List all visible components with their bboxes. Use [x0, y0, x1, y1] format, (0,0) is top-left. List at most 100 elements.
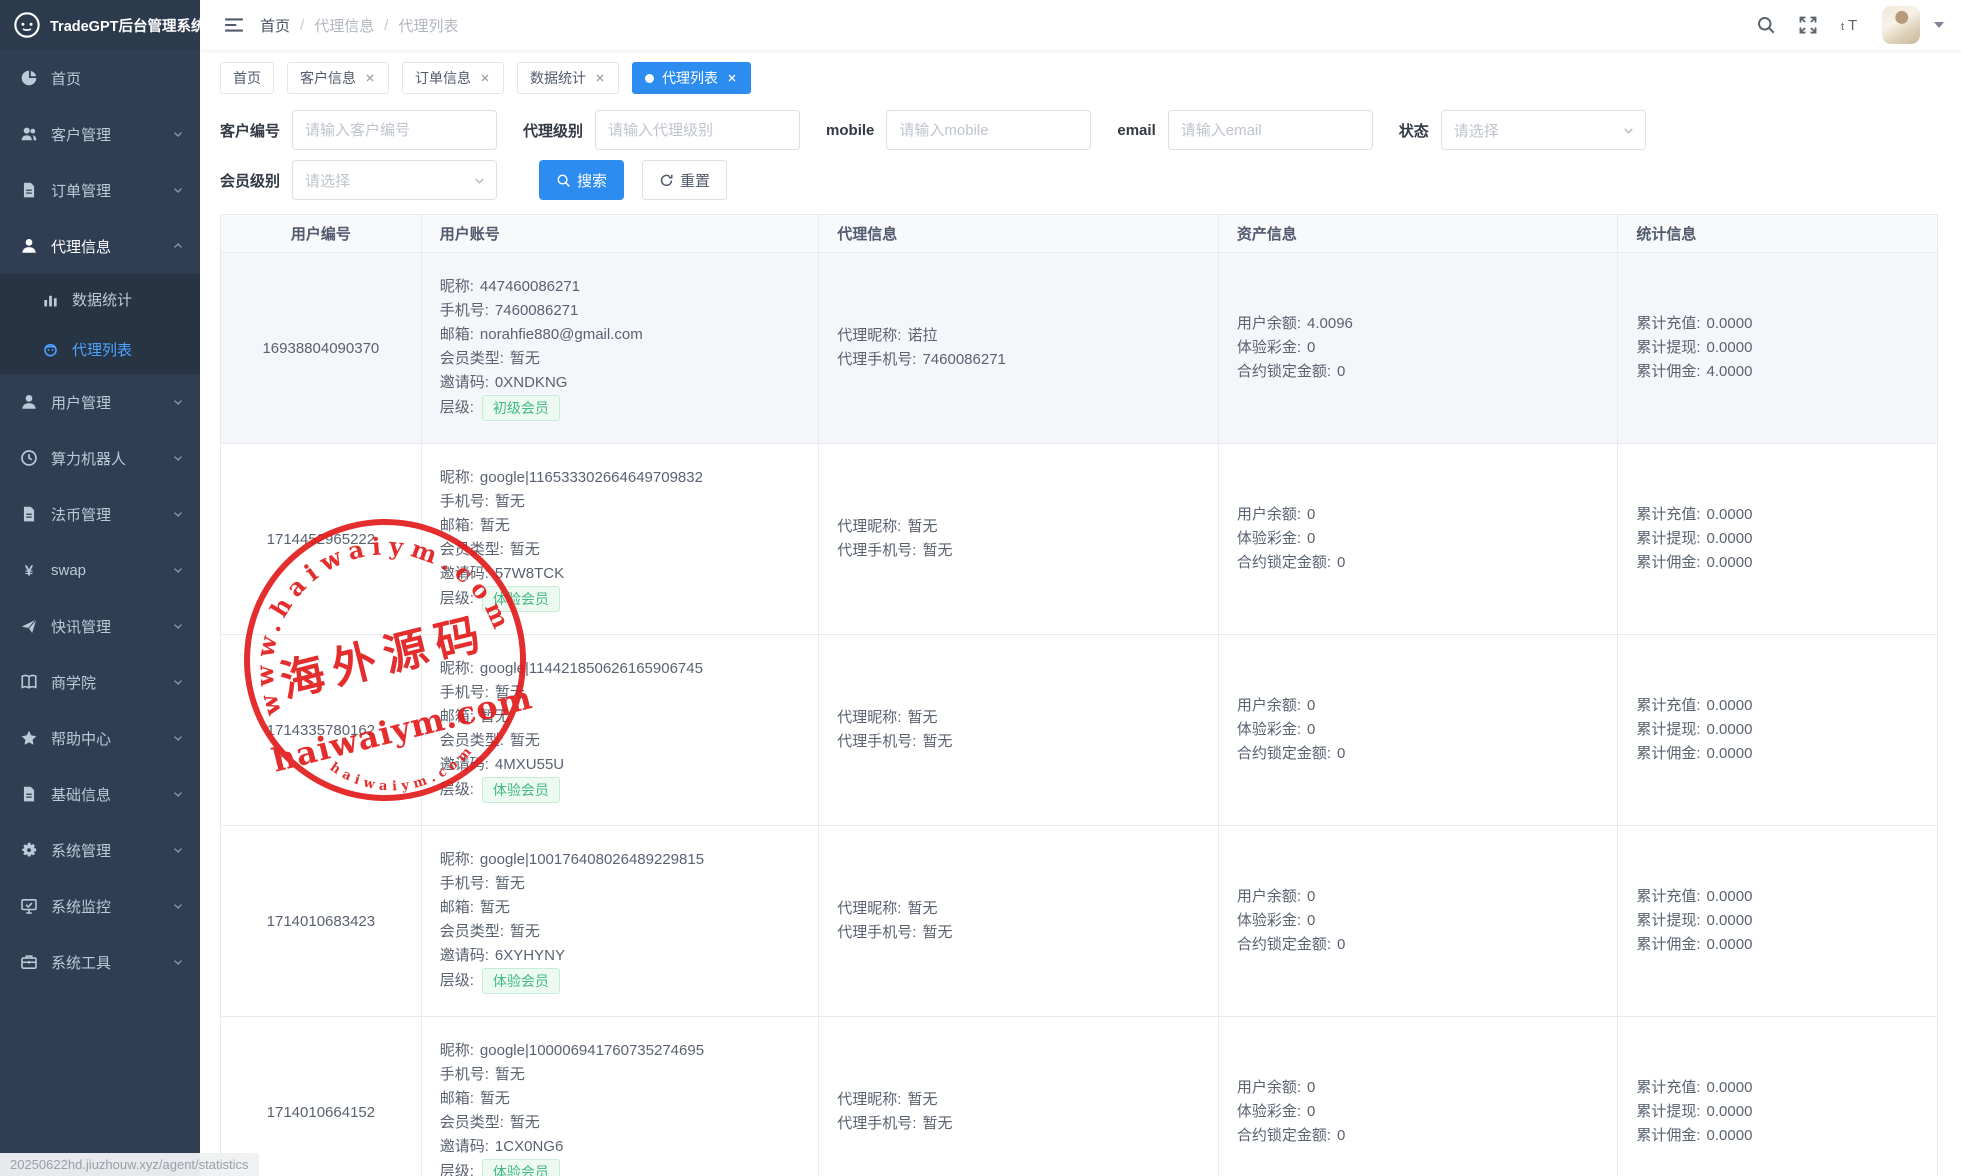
close-icon — [479, 72, 491, 84]
field-line: 累计提现: 0.0000 — [1636, 718, 1919, 742]
field-value: 暂无 — [907, 518, 938, 535]
sidebar-item-hashrate-robot[interactable]: 算力机器人 — [0, 430, 200, 486]
sidebar-item-data-statistics[interactable]: 数据统计 — [0, 274, 200, 324]
sidebar-item-user-mgmt[interactable]: 用户管理 — [0, 374, 200, 430]
field-label: 昵称: — [439, 469, 474, 486]
field-label: 代理手机号: — [837, 1115, 917, 1132]
user-id-cell: 16938804090370 — [221, 253, 422, 443]
sidebar-item-help-center[interactable]: 帮助中心 — [0, 710, 200, 766]
breadcrumb-item[interactable]: 代理列表 — [398, 17, 459, 35]
column-header: 用户编号 — [221, 215, 422, 252]
document-icon — [20, 181, 38, 199]
field-label: 会员类型: — [439, 1114, 504, 1131]
field-value: 0.0000 — [1706, 1103, 1753, 1120]
sidebar-item-swap[interactable]: ¥ swap — [0, 542, 200, 598]
field-line: 代理昵称: 暂无 — [837, 515, 1200, 539]
sidebar-item-basic-info[interactable]: 基础信息 — [0, 766, 200, 822]
field-value: 0 — [1307, 888, 1316, 905]
status-select[interactable]: 请选择 — [1440, 110, 1646, 150]
field-label: 层级: — [439, 972, 474, 989]
sidebar-item-academy[interactable]: 商学院 — [0, 654, 200, 710]
table-header-row: 用户编号 用户账号 代理信息 资产信息 统计信息 — [221, 215, 1937, 253]
chevron-down-icon — [172, 900, 184, 912]
chevron-down-icon — [172, 564, 184, 576]
field-line: 邀请码: 1CX0NG6 — [440, 1135, 801, 1159]
field-line: 代理手机号: 暂无 — [837, 539, 1200, 563]
field-label: 代理昵称: — [837, 327, 902, 344]
tab-label: 客户信息 — [300, 70, 356, 86]
reset-button[interactable]: 重置 — [642, 160, 728, 200]
sidebar-item-agent-list[interactable]: 代理列表 — [0, 324, 200, 374]
tab-label: 数据统计 — [530, 70, 586, 86]
tab-customer-info[interactable]: 客户信息 — [287, 62, 389, 94]
tab-home[interactable]: 首页 — [220, 62, 274, 94]
field-line: 昵称: 447460086271 — [440, 275, 801, 299]
level-line: 层级: 体验会员 — [440, 1159, 801, 1176]
field-line: 手机号: 暂无 — [440, 490, 801, 514]
star-icon — [20, 729, 38, 747]
agent-table: 用户编号 用户账号 代理信息 资产信息 统计信息 16938804090370 昵称: 44… — [220, 214, 1938, 1176]
field-label: 累计提现: — [1636, 1103, 1701, 1120]
field-line: 会员类型: 暂无 — [440, 729, 801, 753]
field-line: 邀请码: 57W8TCK — [440, 562, 801, 586]
sidebar-item-news-mgmt[interactable]: 快讯管理 — [0, 598, 200, 654]
agent-level-input[interactable] — [595, 110, 801, 150]
sidebar-item-customer-mgmt[interactable]: 客户管理 — [0, 106, 200, 162]
sidebar-item-system-tools[interactable]: 系统工具 — [0, 934, 200, 990]
customer-no-input[interactable] — [292, 110, 498, 150]
user-id-cell: 1714010683423 — [221, 826, 422, 1016]
table-row: 16938804090370 昵称: 447460086271 手机号: 7460086… — [221, 253, 1937, 444]
fullscreen-icon[interactable] — [1798, 15, 1818, 35]
tab-agent-list[interactable]: 代理列表 — [632, 62, 751, 94]
member-level-select[interactable]: 请选择 — [292, 160, 498, 200]
field-value: 0.0000 — [1706, 721, 1753, 738]
sidebar-item-fiat-mgmt[interactable]: 法币管理 — [0, 486, 200, 542]
avatar[interactable] — [1882, 6, 1920, 44]
field-line: 累计佣金: 0.0000 — [1636, 742, 1919, 766]
search-button[interactable]: 搜索 — [539, 160, 625, 200]
sidebar-item-system-mgmt[interactable]: 系统管理 — [0, 822, 200, 878]
sidebar-item-order-mgmt[interactable]: 订单管理 — [0, 162, 200, 218]
field-label: 代理手机号: — [837, 924, 917, 941]
briefcase-icon — [20, 953, 38, 971]
field-line: 邮箱: 暂无 — [440, 705, 801, 729]
field-value: 0 — [1337, 745, 1346, 762]
sidebar-item-agent-info[interactable]: 代理信息 — [0, 218, 200, 274]
collapse-menu-icon[interactable] — [224, 16, 244, 34]
breadcrumb-item[interactable]: 代理信息 — [314, 17, 375, 35]
gear-icon — [20, 841, 38, 859]
sidebar-item-home[interactable]: 首页 — [0, 50, 200, 106]
sidebar-item-label: 快讯管理 — [51, 618, 112, 636]
chevron-down-icon — [172, 620, 184, 632]
field-label: 昵称: — [439, 851, 474, 868]
search-button-label: 搜索 — [577, 172, 608, 190]
table-row: 1714010683423 昵称: google|10017640802648922… — [221, 826, 1937, 1017]
field-value: 暂无 — [494, 493, 525, 510]
field-value: 暂无 — [479, 517, 510, 534]
tab-order-info[interactable]: 订单信息 — [402, 62, 504, 94]
breadcrumb-item[interactable]: 首页 — [260, 17, 291, 35]
field-value: 暂无 — [509, 350, 540, 367]
field-label: 会员类型: — [439, 541, 504, 558]
chevron-down-icon — [172, 788, 184, 800]
sidebar-item-label: 商学院 — [51, 674, 97, 692]
field-line: 代理昵称: 暂无 — [837, 706, 1200, 730]
chevron-down-icon — [172, 508, 184, 520]
sidebar-item-label: 代理列表 — [72, 341, 133, 359]
field-value: 0 — [1307, 1103, 1316, 1120]
yen-icon: ¥ — [20, 561, 38, 579]
field-line: 累计佣金: 0.0000 — [1636, 551, 1919, 575]
sidebar-item-system-monitor[interactable]: 系统监控 — [0, 878, 200, 934]
search-icon[interactable] — [1756, 15, 1776, 35]
field-line: 体验彩金: 0 — [1237, 909, 1600, 933]
mobile-input[interactable] — [886, 110, 1092, 150]
tab-data-stats[interactable]: 数据统计 — [517, 62, 619, 94]
field-line: 累计提现: 0.0000 — [1636, 1100, 1919, 1124]
field-line: 代理手机号: 暂无 — [837, 1112, 1200, 1136]
filter-mobile: mobile — [826, 110, 1092, 150]
caret-down-icon[interactable] — [1934, 22, 1944, 28]
email-input[interactable] — [1167, 110, 1373, 150]
